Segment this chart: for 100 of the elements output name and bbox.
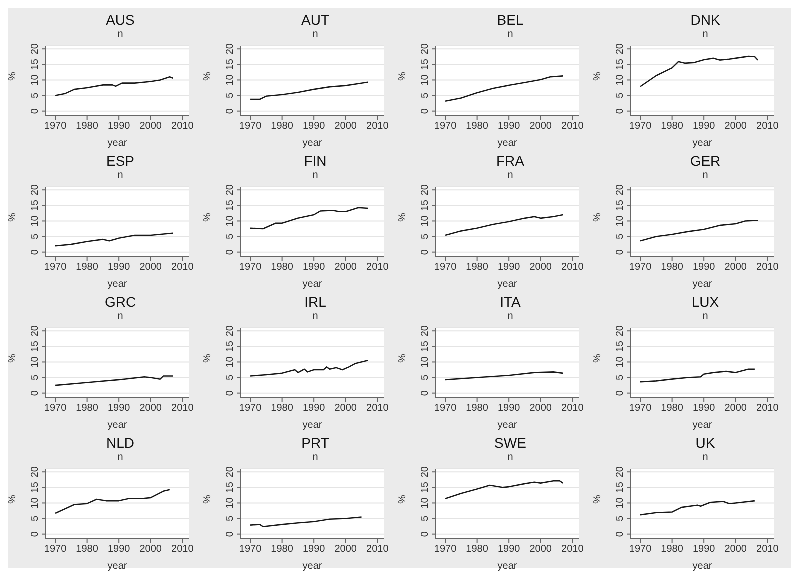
- x-tick-label: 2000: [724, 121, 748, 132]
- y-tick-label: 5: [30, 92, 41, 99]
- y-tick-label: 0: [615, 531, 626, 538]
- chart-subtitle: n: [702, 452, 710, 465]
- y-tick-label: 0: [225, 108, 236, 114]
- x-axis-title: year: [692, 420, 713, 431]
- y-tick-label: 15: [225, 482, 236, 494]
- y-tick-label: 20: [30, 466, 41, 478]
- x-tick-label: 2010: [562, 403, 584, 414]
- line-series: [250, 360, 369, 377]
- y-tick-label: 15: [225, 200, 236, 212]
- x-tick-label: 2000: [140, 403, 162, 414]
- y-tick-label: 5: [615, 92, 626, 99]
- x-tick-label: 1980: [661, 403, 684, 414]
- y-tick-label: 10: [225, 215, 236, 227]
- x-tick-label: 2010: [366, 544, 390, 556]
- chart-title: IRL: [304, 294, 328, 311]
- y-tick-label: 5: [225, 516, 236, 522]
- chart-title: PRT: [300, 435, 330, 452]
- y-tick-label: 0: [420, 108, 431, 114]
- x-tick-label: 2010: [756, 544, 780, 556]
- x-tick-label: 1970: [434, 544, 458, 556]
- y-tick-label: 10: [615, 497, 626, 509]
- x-tick-label: 1970: [629, 403, 652, 414]
- x-tick-label: 1980: [271, 544, 294, 556]
- y-tick-label: 10: [225, 497, 236, 509]
- x-tick-label: 1990: [498, 403, 521, 414]
- y-tick-label: 10: [225, 74, 236, 86]
- y-tick-label: 15: [615, 340, 626, 352]
- x-tick-label: 2010: [562, 121, 584, 132]
- chart-subtitle: n: [506, 170, 514, 183]
- x-tick-label: 1980: [661, 262, 684, 274]
- x-tick-label: 2010: [562, 544, 584, 556]
- line-series: [444, 214, 564, 236]
- y-tick-label: 10: [420, 497, 431, 509]
- x-tick-label: 1990: [498, 262, 521, 274]
- y-axis-title: %: [398, 213, 409, 222]
- y-tick-label: 5: [615, 374, 626, 381]
- x-tick-label: 1970: [629, 544, 652, 556]
- line-series: [640, 220, 759, 242]
- y-axis-title: %: [202, 495, 214, 504]
- y-tick-label: 15: [225, 58, 236, 70]
- y-tick-label: 10: [225, 356, 236, 368]
- y-tick-label: 0: [615, 108, 626, 114]
- y-tick-label: 0: [225, 531, 236, 538]
- x-axis-title: year: [302, 561, 323, 572]
- x-tick-label: 1990: [108, 544, 131, 556]
- y-tick-label: 0: [30, 390, 41, 396]
- x-tick-label: 2010: [172, 262, 194, 274]
- y-tick-label: 5: [420, 516, 431, 522]
- x-axis-title: year: [498, 561, 518, 572]
- chart-subtitle: n: [702, 29, 710, 42]
- y-tick-label: 15: [420, 58, 431, 70]
- y-tick-label: 5: [225, 374, 236, 381]
- y-axis-title: %: [592, 495, 604, 504]
- y-tick-label: 0: [225, 390, 236, 396]
- x-tick-label: 1990: [108, 403, 131, 414]
- y-tick-label: 0: [420, 249, 431, 256]
- y-tick-label: 5: [30, 516, 41, 522]
- x-tick-label: 2010: [562, 262, 584, 274]
- x-tick-label: 1970: [434, 403, 458, 414]
- x-tick-label: 1980: [76, 403, 99, 414]
- x-tick-label: 2010: [172, 403, 194, 414]
- y-tick-label: 20: [615, 466, 626, 478]
- y-tick-label: 20: [30, 325, 41, 337]
- chart-title: UK: [694, 435, 716, 452]
- y-tick-label: 20: [30, 43, 41, 55]
- x-tick-label: 1990: [302, 262, 326, 274]
- x-tick-label: 1970: [629, 121, 652, 132]
- y-tick-label: 5: [615, 234, 626, 240]
- x-tick-label: 1970: [44, 121, 68, 132]
- x-tick-label: 2000: [530, 544, 552, 556]
- y-tick-label: 20: [225, 43, 236, 55]
- line-series: [640, 56, 759, 88]
- y-tick-label: 15: [615, 200, 626, 212]
- y-tick-label: 5: [225, 92, 236, 99]
- x-tick-label: 2000: [530, 403, 552, 414]
- y-tick-label: 20: [30, 184, 41, 196]
- x-tick-label: 1990: [302, 121, 326, 132]
- y-tick-label: 20: [420, 325, 431, 337]
- line-series: [640, 500, 756, 516]
- x-tick-label: 1980: [466, 403, 489, 414]
- chart-title: GRC: [104, 294, 138, 311]
- y-tick-label: 15: [225, 340, 236, 352]
- x-axis-title: year: [498, 138, 518, 149]
- x-tick-label: 2000: [724, 262, 748, 274]
- x-tick-label: 1980: [76, 121, 99, 132]
- y-axis-title: %: [8, 72, 19, 81]
- y-tick-label: 0: [420, 531, 431, 538]
- y-tick-label: 0: [615, 249, 626, 256]
- y-axis-title: %: [592, 72, 604, 81]
- y-tick-label: 0: [30, 531, 41, 538]
- y-axis-title: %: [398, 495, 409, 504]
- line-series: [250, 516, 362, 528]
- y-axis-title: %: [398, 72, 409, 81]
- x-tick-label: 1980: [661, 544, 684, 556]
- line-series: [250, 207, 369, 230]
- x-axis-title: year: [108, 561, 128, 572]
- x-axis-title: year: [498, 420, 518, 431]
- x-tick-label: 1980: [466, 262, 489, 274]
